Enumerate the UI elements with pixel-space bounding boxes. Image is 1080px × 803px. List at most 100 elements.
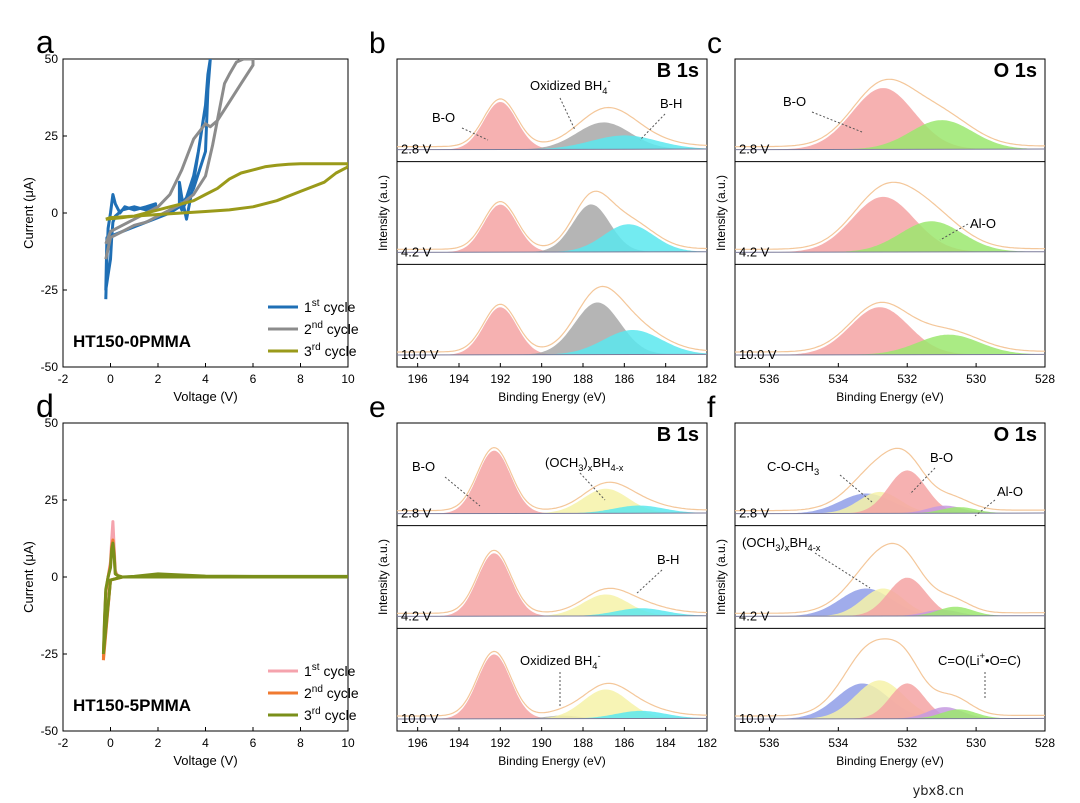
annotation-arrow [811, 111, 863, 133]
annotation-arrow [461, 127, 489, 141]
y-tick-label: 25 [45, 129, 59, 143]
x-axis-label: Binding Energy (eV) [498, 754, 605, 768]
envelope-line [735, 78, 1045, 148]
spectrum-title: O 1s [994, 60, 1037, 82]
envelope-line [397, 549, 707, 614]
spectrum-title: B 1s [657, 424, 699, 446]
peak-annotation: Al-O [970, 216, 996, 231]
envelope-line [397, 285, 708, 353]
peak-b-o [735, 577, 1045, 617]
x-axis-label: Binding Energy (eV) [836, 390, 943, 404]
peak-annotation: Oxidized BH4- [520, 651, 601, 671]
peak-annotation: B-H [657, 552, 679, 567]
peak-al-o [735, 334, 1045, 355]
peak-annotation: C=O(Li+•O=C) [938, 651, 1021, 668]
x-tick-label: 2 [155, 372, 162, 386]
annotation-arrow [444, 476, 481, 507]
panel-label: c [707, 27, 722, 60]
x-tick-label: 528 [1035, 736, 1055, 750]
baseline [734, 353, 1046, 356]
voltage-label: 4.2 V [401, 244, 432, 259]
series-line [104, 59, 212, 300]
series-line [101, 538, 348, 661]
annotation-arrow [939, 223, 969, 241]
voltage-label: 4.2 V [739, 608, 770, 623]
peak-al-o [735, 606, 1045, 617]
x-tick-label: 182 [697, 736, 717, 750]
y-tick-label: 50 [45, 52, 59, 66]
x-tick-label: 530 [966, 372, 986, 386]
y-tick-label: -25 [41, 647, 59, 661]
x-tick-label: 532 [897, 372, 917, 386]
x-tick-label: 192 [490, 736, 510, 750]
x-tick-label: 190 [532, 372, 552, 386]
x-tick-label: 10 [341, 372, 355, 386]
voltage-label: 10.0 V [401, 347, 439, 362]
x-tick-label: 2 [155, 736, 162, 750]
baseline [396, 717, 708, 720]
x-axis-label: Voltage (V) [173, 753, 237, 768]
peak-b-h [397, 505, 707, 514]
x-tick-label: 0 [107, 372, 114, 386]
peak-b-h [397, 224, 707, 253]
x-tick-label: -2 [58, 736, 69, 750]
peak-annotation: (OCH3)xBH4-x [545, 455, 624, 473]
voltage-label: 10.0 V [739, 347, 777, 362]
peak-annotation: B-O [432, 110, 455, 125]
panel-label: b [369, 27, 386, 60]
plot-frame [734, 422, 1046, 732]
x-tick-label: 8 [297, 372, 304, 386]
panel-c: 2.8 V B-O 4.2 V Al-O 10.0 V 536 534 532 530 528 Bi… [707, 27, 1055, 404]
envelope-line [397, 190, 707, 250]
legend-entry: 3rd cycle [304, 706, 357, 723]
x-tick-label: 532 [897, 736, 917, 750]
x-tick-label: 186 [614, 372, 634, 386]
envelope-line [735, 301, 1045, 353]
panel-label: a [36, 24, 54, 60]
peak-al-o [735, 120, 1045, 150]
peak-annotation: B-O [930, 450, 953, 465]
x-tick-label: 4 [202, 372, 209, 386]
peak-annotation: Oxidized BH4- [530, 76, 611, 96]
y-tick-label: 0 [51, 570, 58, 584]
annotation-arrow [559, 97, 576, 131]
panel-f: 2.8 V C-O-CH3 B-O Al-O 4.2 V (OCH3)xBH4-x 10.0… [707, 391, 1055, 768]
voltage-label: 10.0 V [739, 711, 777, 726]
voltage-label: 2.8 V [739, 142, 770, 157]
voltage-label: 2.8 V [401, 506, 432, 521]
voltage-label: 4.2 V [739, 244, 770, 259]
annotation-arrow [839, 474, 873, 503]
panel-label: e [369, 391, 386, 424]
peak-b-h [397, 608, 707, 617]
panel-e: 2.8 V B-O (OCH3)xBH4-x 4.2 V B-H 10.0 V Oxidiz… [369, 391, 717, 768]
baseline [734, 148, 1046, 151]
x-tick-label: 184 [656, 736, 676, 750]
envelope-line [735, 542, 1045, 614]
panel-b: 2.8 V B-O Oxidized BH4- B-H 4.2 V 10.0 V 196 19… [369, 27, 717, 404]
peak-b-o [397, 450, 707, 514]
y-tick-label: -25 [41, 283, 59, 297]
x-tick-label: 528 [1035, 372, 1055, 386]
panel-label: d [36, 388, 54, 424]
baseline [396, 251, 708, 253]
voltage-label: 4.2 V [401, 608, 432, 623]
baseline [734, 615, 1046, 617]
peak-b-h [397, 710, 707, 719]
peak-b-o [397, 102, 707, 150]
x-tick-label: 534 [828, 372, 848, 386]
envelope-line [735, 181, 1045, 250]
series-line [104, 59, 255, 260]
peak-b-o [397, 654, 707, 719]
baseline [396, 512, 708, 515]
peak-b-o [397, 204, 707, 253]
panel-a: -2 0 2 4 6 8 10 -50 -25 0 25 50 Voltage (V) Current (… [21, 24, 359, 404]
peak-b-o [735, 196, 1045, 253]
y-axis-label: Current (μA) [21, 541, 36, 613]
x-tick-label: 536 [759, 736, 779, 750]
peak-annotation: B-O [783, 94, 806, 109]
series-line [105, 162, 348, 221]
spectrum-title: B 1s [657, 60, 699, 82]
x-tick-label: 194 [449, 372, 469, 386]
peak-annotation: B-O [412, 459, 435, 474]
